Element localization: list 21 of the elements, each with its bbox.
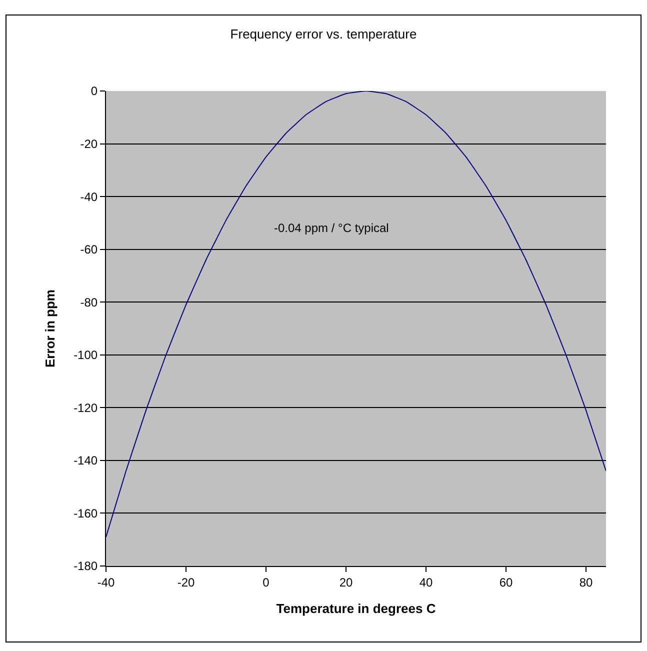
y-tick-label: -100	[74, 348, 98, 362]
y-tick-label: 0	[90, 84, 98, 98]
y-tick-label: -180	[74, 559, 98, 574]
x-tick-label: 0	[262, 575, 270, 590]
x-tick-label: 80	[579, 575, 593, 590]
x-axis-title: Temperature in degrees C	[276, 601, 436, 616]
x-tick-label: 60	[499, 575, 513, 590]
y-tick-label: -140	[74, 454, 98, 468]
annotation: -0.04 ppm / °C typical	[274, 221, 389, 235]
y-tick-label: -120	[74, 400, 98, 415]
chart-title: Frequency error vs. temperature	[230, 26, 417, 42]
y-tick-label: -80	[80, 295, 98, 310]
x-tick-label: 40	[419, 575, 433, 590]
y-tick-label: -60	[80, 242, 98, 257]
y-tick-label: -20	[80, 136, 98, 151]
y-axis-title: Error in ppm	[42, 289, 58, 368]
y-tick-label: -160	[74, 506, 98, 520]
y-tick-label: -40	[80, 190, 98, 204]
x-tick-label: -40	[97, 575, 115, 590]
x-tick-label: 20	[339, 575, 353, 590]
x-tick-label: -20	[177, 575, 195, 590]
